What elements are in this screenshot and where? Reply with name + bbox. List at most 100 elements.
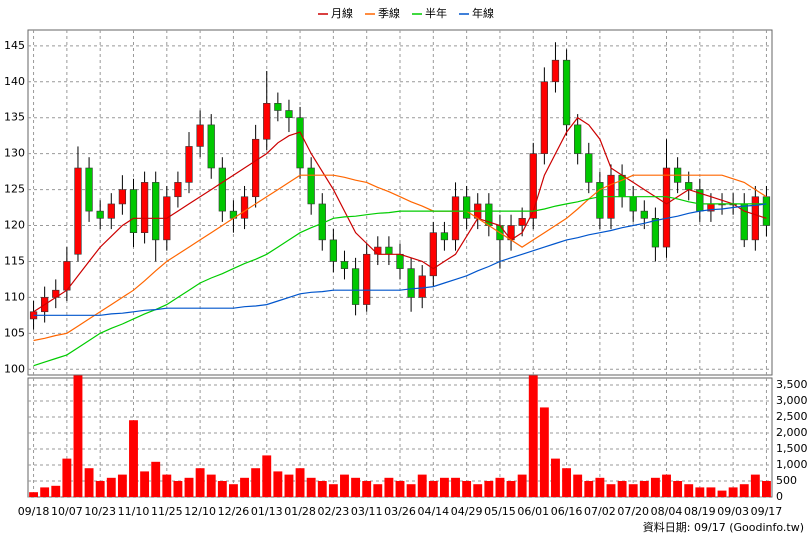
- volume-bar: [195, 468, 205, 497]
- volume-bar: [595, 477, 605, 497]
- volume-bar: [395, 481, 405, 497]
- y2-tick-label: 3,000: [776, 394, 808, 407]
- candle-body: [629, 196, 637, 212]
- volume-bar: [506, 481, 516, 497]
- x-tick-label: 10/07: [51, 505, 83, 518]
- volume-bar: [84, 468, 94, 497]
- y-tick-label: 105: [4, 326, 25, 339]
- candle-body: [96, 210, 104, 219]
- candle-body: [107, 203, 115, 219]
- candle-body: [618, 174, 626, 198]
- candle-body: [396, 253, 404, 269]
- candle-body: [140, 182, 149, 233]
- volume-bar: [173, 481, 183, 497]
- volume-bar: [373, 484, 383, 497]
- candle-body: [252, 138, 260, 198]
- y2-tick-label: 1,500: [776, 442, 808, 455]
- candle-body: [462, 196, 471, 219]
- y2-tick-label: 2,500: [776, 410, 808, 423]
- candle-body: [407, 268, 415, 298]
- candle-body: [152, 182, 160, 241]
- volume-bar: [762, 481, 771, 497]
- volume-bar: [484, 481, 494, 497]
- x-tick-label: 09/17: [751, 505, 783, 518]
- volume-bar: [439, 477, 449, 497]
- x-tick-label: 03/11: [351, 505, 383, 518]
- candle-body: [751, 196, 759, 241]
- y-tick-label: 100: [4, 362, 25, 375]
- volume-bar: [739, 484, 749, 497]
- x-tick-label: 11/10: [118, 505, 150, 518]
- volume-bar: [384, 477, 394, 497]
- volume-bar: [62, 458, 72, 497]
- volume-bar: [706, 487, 716, 497]
- volume-bar: [240, 477, 249, 497]
- volume-bar: [684, 484, 694, 497]
- volume-bar: [29, 492, 38, 497]
- volume-bar: [228, 484, 238, 497]
- volume-bar: [295, 468, 305, 497]
- volume-bar: [539, 407, 549, 497]
- volume-bar: [317, 481, 327, 497]
- volume-bar: [551, 458, 560, 497]
- volume-bar: [695, 487, 705, 497]
- volume-bar: [728, 487, 738, 497]
- volume-bar: [162, 474, 172, 497]
- x-tick-label: 09/03: [717, 505, 749, 518]
- y2-tick-label: 3,500: [776, 378, 808, 391]
- legend-label: 年線: [472, 6, 494, 20]
- volume-bar: [584, 481, 594, 497]
- candle-body: [451, 196, 460, 241]
- candle-body: [640, 210, 648, 219]
- volume-bar: [40, 487, 50, 497]
- legend-label: 半年: [425, 6, 447, 20]
- volume-bar: [750, 474, 760, 497]
- x-tick-label: 09/18: [18, 505, 50, 518]
- volume-bar: [673, 481, 683, 497]
- y-tick-label: 140: [4, 75, 25, 88]
- volume-bar: [451, 477, 460, 497]
- x-tick-label: 05/15: [484, 505, 516, 518]
- y2-tick-label: 1,000: [776, 458, 808, 471]
- y-tick-label: 115: [4, 254, 25, 267]
- candle-body: [574, 124, 582, 154]
- volume-bar: [573, 474, 583, 497]
- volume-bar: [217, 481, 227, 497]
- x-tick-label: 08/19: [684, 505, 716, 518]
- x-tick-label: 10/23: [84, 505, 116, 518]
- volume-bar: [650, 477, 660, 497]
- y-tick-label: 125: [4, 183, 25, 196]
- x-tick-label: 07/20: [617, 505, 649, 518]
- volume-bar: [473, 484, 483, 497]
- volume-bar: [351, 477, 361, 497]
- volume-bar: [95, 481, 105, 497]
- ma-line: [33, 203, 767, 316]
- candle-body: [518, 218, 526, 226]
- x-tick-label: 07/02: [584, 505, 616, 518]
- candle-body: [63, 261, 71, 291]
- candle-body: [185, 146, 193, 183]
- volume-bar: [73, 375, 83, 497]
- y-tick-label: 145: [4, 39, 25, 52]
- candle-body: [285, 110, 293, 118]
- annotation: 資料日期: 09/17 (Goodinfo.tw): [643, 520, 804, 534]
- volume-bar: [262, 455, 272, 497]
- candle-body: [329, 239, 338, 262]
- volume-bar: [117, 474, 127, 497]
- candle-body: [418, 275, 426, 298]
- candle-body: [85, 167, 93, 212]
- candle-body: [363, 253, 371, 305]
- x-tick-label: 06/16: [551, 505, 583, 518]
- volume-bar: [617, 481, 627, 497]
- candle-body: [74, 167, 82, 255]
- candle-body: [129, 189, 138, 233]
- y2-tick-label: 2,000: [776, 426, 808, 439]
- ma-line: [33, 116, 767, 313]
- candle-body: [118, 189, 127, 205]
- volume-bar: [417, 474, 427, 497]
- candle-body: [374, 246, 382, 255]
- volume-bar: [306, 477, 316, 497]
- candle-body: [585, 153, 593, 183]
- candle-body: [385, 246, 393, 255]
